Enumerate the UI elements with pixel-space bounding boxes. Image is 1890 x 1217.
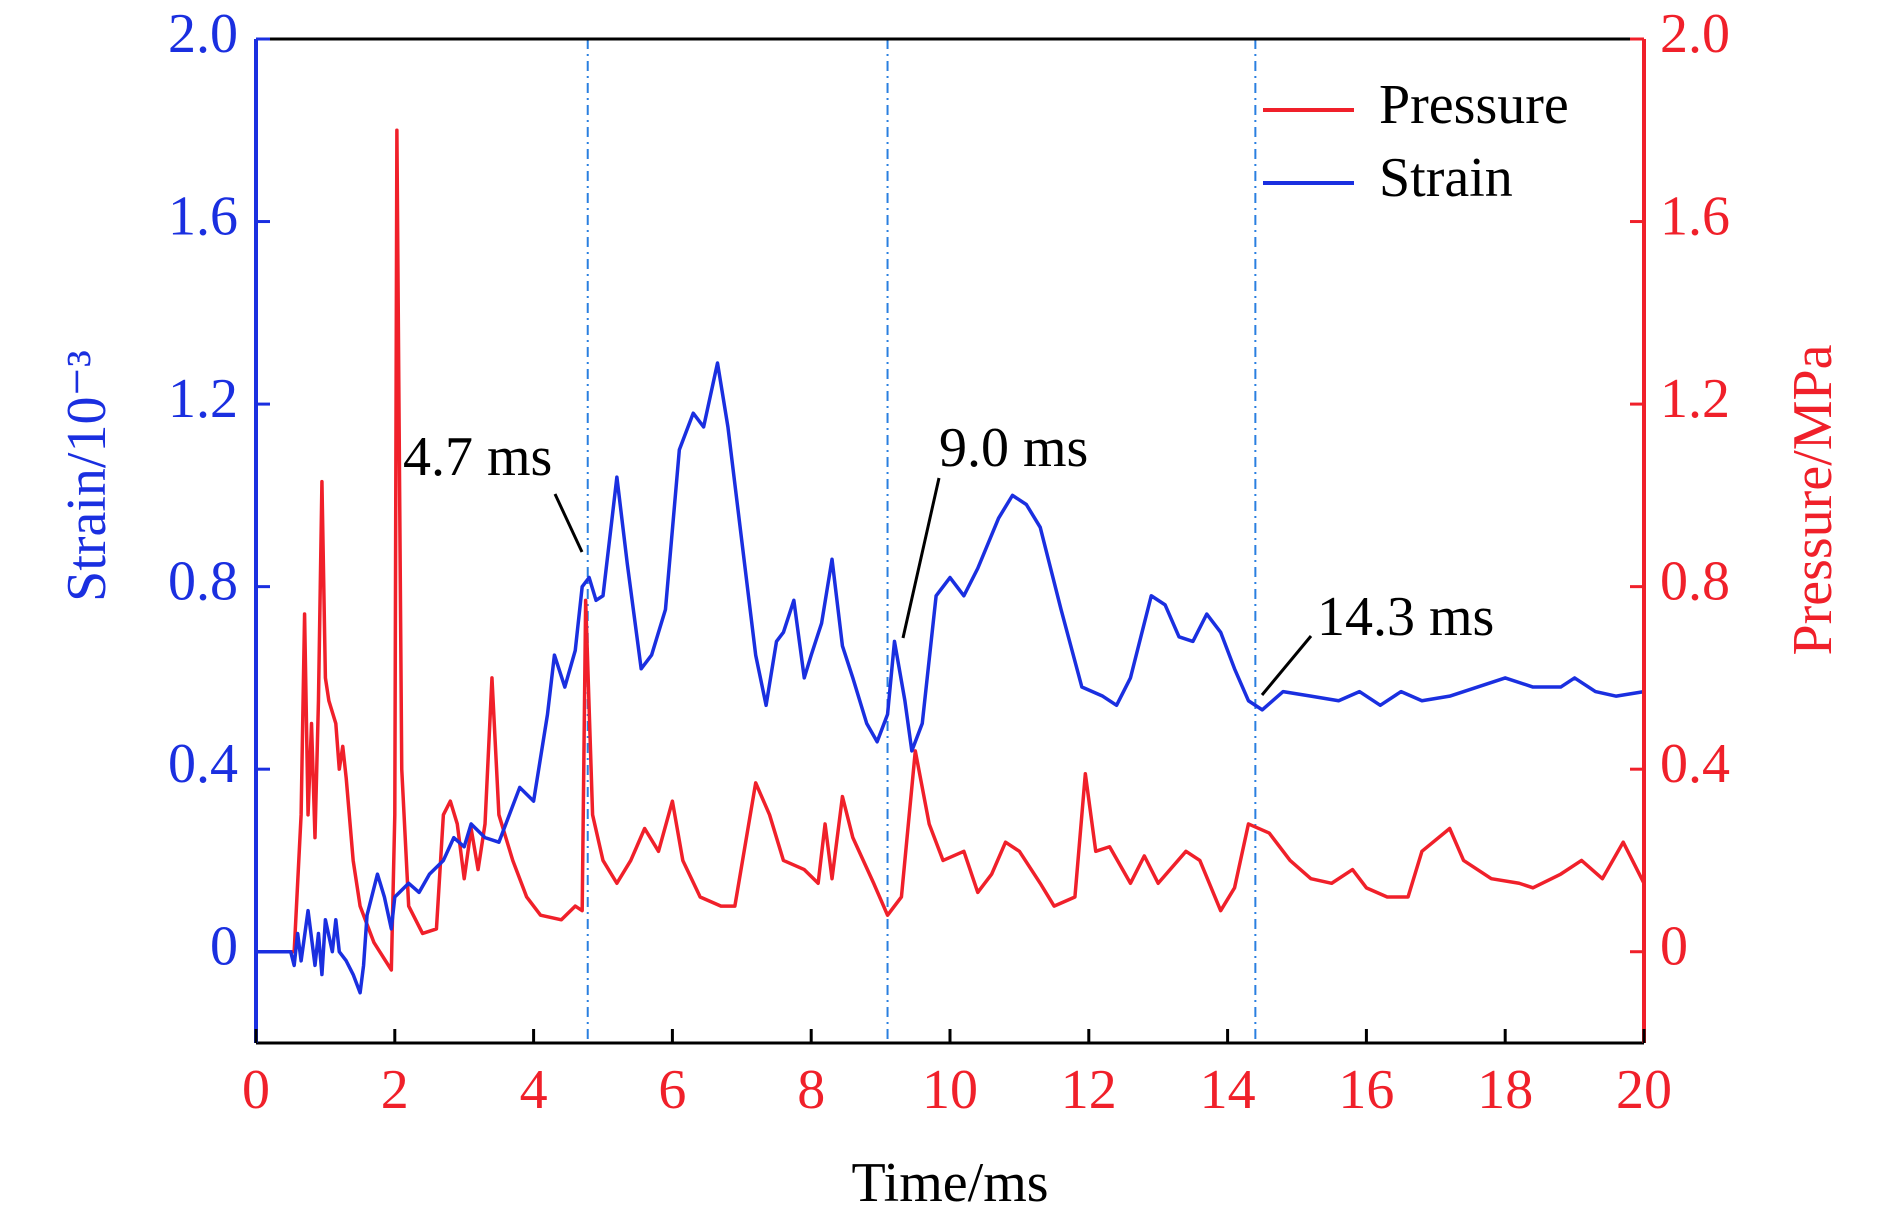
x-tick-label: 0 — [242, 1059, 270, 1121]
y2-tick-label: 2.0 — [1660, 3, 1730, 65]
y2-axis-label: Pressure/MPa — [1782, 344, 1844, 655]
y-tick-label: 0.8 — [168, 550, 238, 612]
annotation-leader — [1260, 635, 1313, 696]
y-axis-label: Strain/10⁻³ — [56, 350, 118, 602]
y2-tick-label: 0.8 — [1660, 550, 1730, 612]
x-tick-label: 12 — [1061, 1059, 1117, 1121]
annotation-leader — [553, 493, 584, 553]
y-tick-label: 1.6 — [168, 185, 238, 247]
annotation: 9.0 ms — [939, 417, 1088, 479]
y2-tick-label: 0 — [1660, 916, 1688, 978]
x-tick-label: 14 — [1200, 1059, 1256, 1121]
y-tick-label: 0.4 — [168, 733, 238, 795]
y-tick-label: 2.0 — [168, 3, 238, 65]
x-tick-label: 10 — [922, 1059, 978, 1121]
y2-tick-label: 1.6 — [1660, 185, 1730, 247]
y2-tick-label: 0.4 — [1660, 733, 1730, 795]
annotation: 14.3 ms — [1317, 586, 1494, 648]
legend-label: Pressure — [1379, 74, 1569, 136]
legend-label: Strain — [1379, 147, 1513, 209]
x-tick-label: 4 — [520, 1059, 548, 1121]
x-tick-label: 6 — [658, 1059, 686, 1121]
x-tick-label: 20 — [1616, 1059, 1672, 1121]
x-tick-label: 16 — [1338, 1059, 1394, 1121]
x-axis-label: Time/ms — [851, 1152, 1048, 1214]
annotation-leader — [901, 477, 941, 639]
x-tick-label: 2 — [381, 1059, 409, 1121]
x-tick-label: 8 — [797, 1059, 825, 1121]
x-tick-label: 18 — [1477, 1059, 1533, 1121]
y2-tick-label: 1.2 — [1660, 368, 1730, 430]
annotation: 4.7 ms — [403, 426, 552, 488]
series-line — [256, 361, 1645, 995]
series-line — [256, 128, 1646, 972]
y-tick-label: 1.2 — [168, 368, 238, 430]
y-tick-label: 0 — [210, 916, 238, 978]
